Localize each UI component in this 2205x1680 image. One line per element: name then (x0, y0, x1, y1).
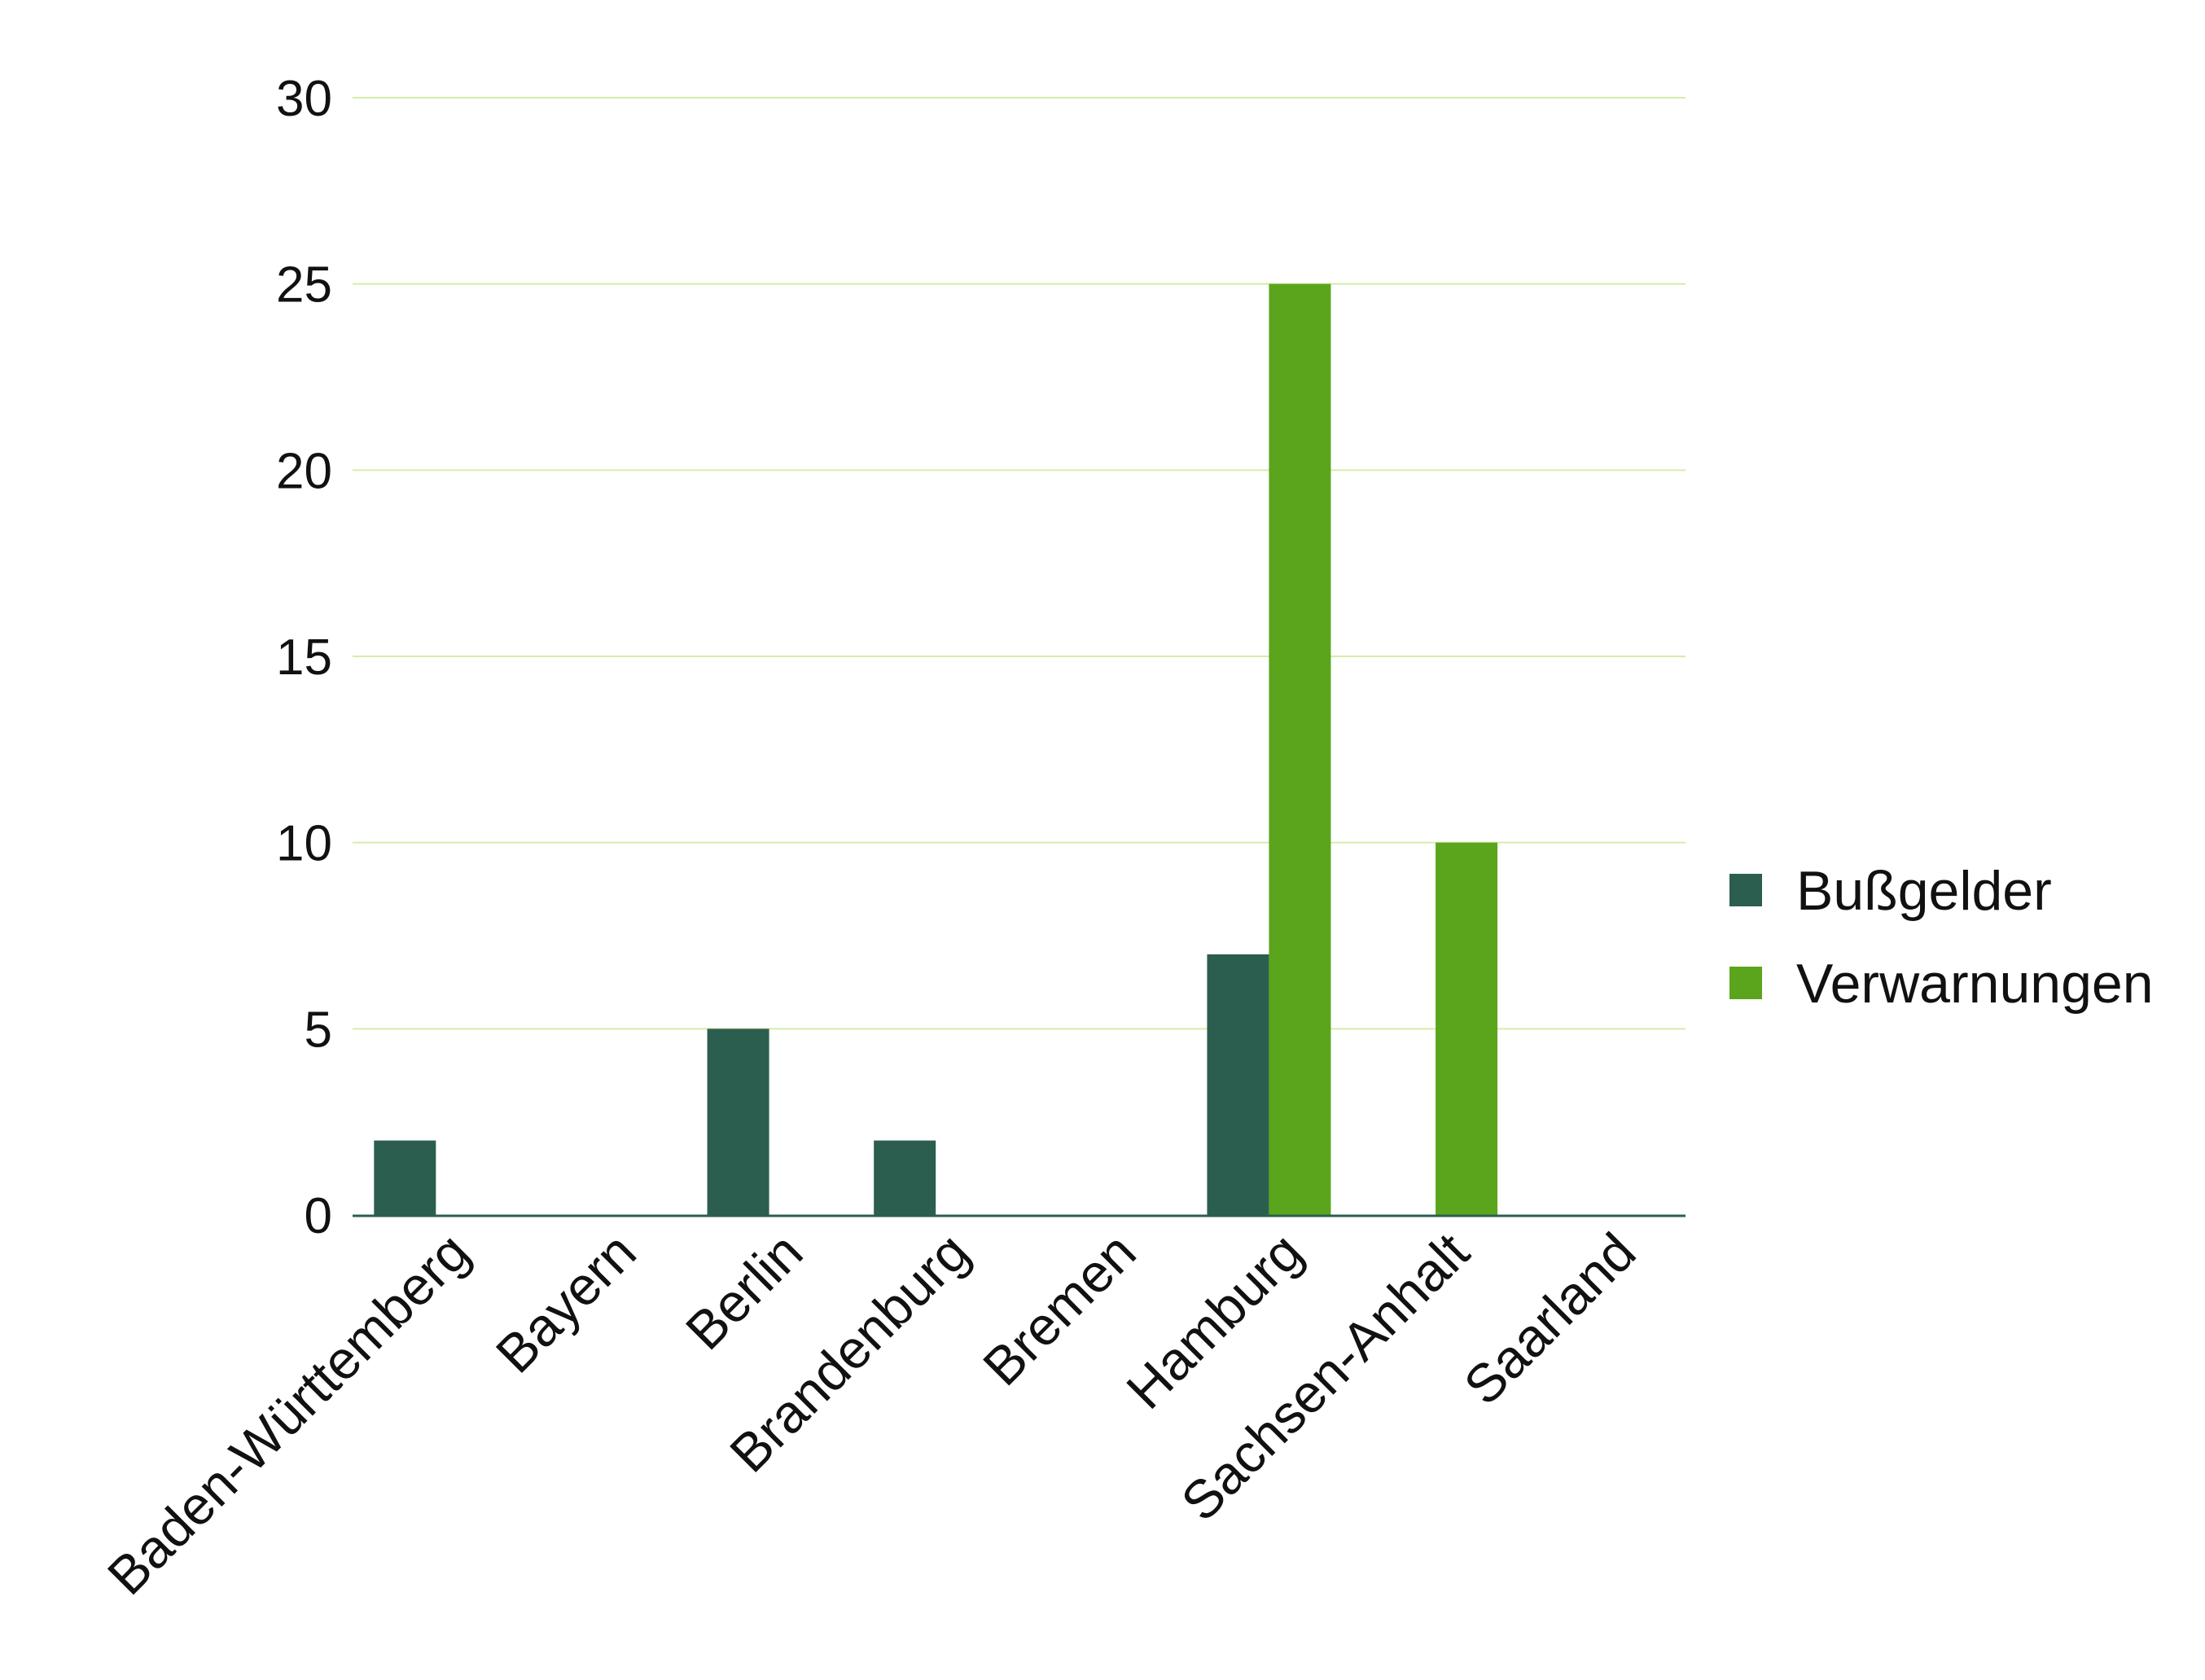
y-tick-label: 30 (276, 71, 332, 127)
y-tick-label: 5 (305, 1002, 332, 1058)
bars (374, 283, 1498, 1216)
legend-label: Verwarnungen (1796, 953, 2154, 1015)
bar (1436, 842, 1498, 1215)
x-category-label: Saarland (1452, 1222, 1646, 1416)
x-category-label: Sachsen-Anhalt (1169, 1222, 1480, 1533)
bar (374, 1140, 436, 1215)
y-tick-label: 25 (276, 257, 332, 314)
bar (707, 1029, 769, 1215)
bar (874, 1140, 936, 1215)
y-tick-label: 20 (276, 443, 332, 499)
legend: Bußgelder Verwarnungen (1729, 860, 2154, 1015)
y-tick-label: 0 (305, 1188, 332, 1244)
y-tick-label: 10 (276, 816, 332, 872)
bar (1269, 283, 1331, 1216)
legend-swatch (1729, 874, 1762, 906)
y-tick-labels: 0 5 10 15 20 25 30 (276, 71, 332, 1244)
bar (1207, 954, 1269, 1215)
x-category-label: Baden-Württemberg (96, 1222, 481, 1607)
legend-swatch (1729, 967, 1762, 999)
x-category-label: Bayern (484, 1222, 647, 1384)
x-category-label: Berlin (674, 1222, 814, 1362)
x-category-labels: Baden-Württemberg Bayern BerlinBrandenburg… (96, 1222, 1647, 1607)
y-tick-label: 15 (276, 629, 332, 686)
legend-label: Bußgelder (1796, 860, 2052, 922)
